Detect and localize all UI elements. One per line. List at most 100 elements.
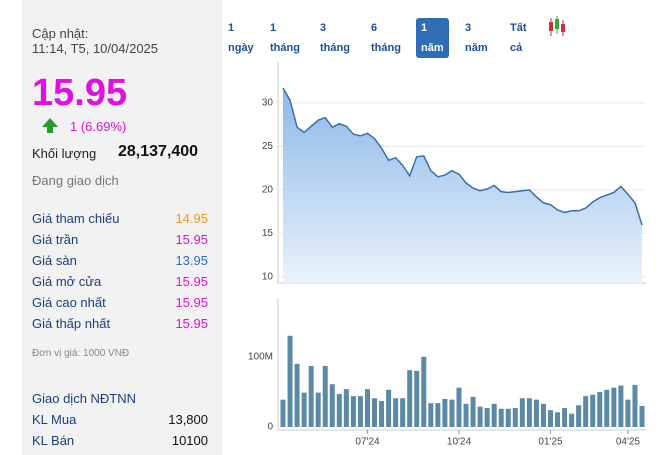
foreign-label: KL Mua bbox=[32, 412, 77, 427]
volume-bar bbox=[435, 403, 441, 427]
range-tab[interactable]: Tất cả bbox=[510, 22, 527, 54]
foreign-value: 10100 bbox=[171, 433, 208, 448]
y-tick-label: 15 bbox=[262, 228, 274, 239]
x-tick-label: 01'25 bbox=[538, 437, 563, 448]
volume-bar bbox=[463, 403, 469, 427]
foreign-title: Giao dịch NĐTNN bbox=[32, 391, 137, 406]
volume-bar bbox=[477, 406, 483, 427]
volume-bar bbox=[315, 392, 321, 427]
row-label: Giá tham chiếu bbox=[32, 211, 120, 226]
volume-bar bbox=[343, 389, 349, 427]
volume-bar bbox=[442, 398, 448, 427]
volume-bar bbox=[364, 389, 370, 427]
y-tick-label: 0 bbox=[267, 422, 273, 433]
volume-bar bbox=[393, 398, 399, 427]
range-tab[interactable]: 6 tháng bbox=[371, 22, 401, 54]
y-tick-label: 30 bbox=[262, 97, 274, 108]
volume-bar bbox=[569, 413, 575, 427]
row-value: 15.95 bbox=[175, 295, 208, 310]
volume-bar bbox=[357, 396, 363, 427]
volume-bar bbox=[526, 398, 532, 427]
price-line bbox=[282, 87, 643, 226]
volume-bar bbox=[308, 365, 314, 427]
volume-bar bbox=[555, 412, 561, 427]
y-tick-label: 20 bbox=[262, 185, 274, 196]
volume-bar bbox=[421, 356, 427, 427]
volume-bar bbox=[583, 396, 589, 427]
row-value: 15.95 bbox=[175, 274, 208, 289]
volume-bar bbox=[533, 399, 539, 427]
volume: 28,137,400 bbox=[118, 143, 199, 160]
candle-icon bbox=[549, 16, 565, 36]
x-tick-label: 04'25 bbox=[616, 437, 641, 448]
volume-bar bbox=[498, 408, 504, 427]
volume-bar bbox=[639, 405, 645, 427]
volume-bar bbox=[386, 389, 392, 427]
unit-note: Đơn vị giá: 1000 VNĐ bbox=[32, 348, 130, 359]
y-tick-label: 25 bbox=[262, 141, 274, 152]
volume-bar bbox=[400, 398, 406, 427]
row-label: Giá thấp nhất bbox=[32, 316, 111, 331]
volume-bar bbox=[604, 389, 610, 427]
volume-bar bbox=[379, 401, 385, 427]
info-panel: Cập nhật: 11:14, T5, 10/04/2025 15.95 1 (6.… bbox=[22, 0, 222, 455]
volume-bar bbox=[512, 408, 518, 427]
row-value: 15.95 bbox=[175, 316, 208, 331]
volume-bar bbox=[632, 384, 638, 427]
volume-bar bbox=[618, 385, 624, 427]
volume-bar bbox=[519, 398, 525, 427]
volume-bar bbox=[547, 410, 553, 427]
x-tick-label: 10'24 bbox=[447, 437, 472, 448]
volume-bar bbox=[562, 408, 568, 427]
range-tab[interactable]: 1 năm bbox=[416, 18, 449, 58]
volume-bar bbox=[287, 335, 293, 427]
range-tab[interactable]: 3 năm bbox=[465, 22, 488, 54]
volume-bar bbox=[484, 408, 490, 427]
updated-label: Cập nhật: bbox=[32, 26, 89, 41]
volume-bar bbox=[414, 370, 420, 427]
volume-bar bbox=[505, 408, 511, 427]
row-label: Giá sàn bbox=[32, 253, 77, 268]
volume-bar bbox=[350, 396, 356, 427]
volume-bar bbox=[294, 363, 300, 427]
updated-time: 11:14, T5, 10/04/2025 bbox=[32, 41, 159, 56]
row-value: 15.95 bbox=[175, 232, 208, 247]
change: 1 (6.69%) bbox=[70, 119, 127, 134]
volume-bar bbox=[280, 399, 286, 427]
volume-bar bbox=[329, 384, 335, 427]
row-value: 14.95 bbox=[175, 211, 208, 226]
up-arrow bbox=[42, 118, 58, 127]
volume-bar bbox=[625, 399, 631, 427]
row-value: 13.95 bbox=[175, 253, 208, 268]
volume-bar bbox=[540, 403, 546, 427]
row-label: Giá mở cửa bbox=[32, 274, 102, 289]
price: 15.95 bbox=[32, 72, 128, 114]
row-label: Giá trần bbox=[32, 232, 79, 247]
foreign-value: 13,800 bbox=[168, 412, 208, 427]
price-area bbox=[283, 88, 642, 283]
volume-bar bbox=[590, 394, 596, 427]
y-tick-label: 10 bbox=[262, 272, 274, 283]
volume-bar bbox=[597, 391, 603, 427]
volume-bar bbox=[336, 394, 342, 427]
volume-bar bbox=[491, 403, 497, 427]
foreign-label: KL Bán bbox=[32, 433, 75, 448]
range-tab[interactable]: 3 tháng bbox=[320, 22, 350, 54]
volume-bar bbox=[576, 405, 582, 427]
x-tick-label: 07'24 bbox=[355, 437, 380, 448]
volume-bar bbox=[322, 365, 328, 427]
range-tab[interactable]: 1 ngày bbox=[228, 22, 254, 54]
volume-bar bbox=[301, 392, 307, 427]
volume-bar bbox=[372, 398, 378, 427]
volume-bar bbox=[456, 387, 462, 427]
volume-bar bbox=[407, 370, 413, 427]
volume-bar bbox=[470, 396, 476, 427]
volume-bar bbox=[428, 403, 434, 427]
range-tab[interactable]: 1 tháng bbox=[270, 22, 300, 54]
status: Đang giao dịch bbox=[32, 173, 119, 188]
volume-bar bbox=[611, 387, 617, 427]
volume-bar bbox=[449, 399, 455, 427]
y-tick-label: 100M bbox=[248, 351, 273, 362]
